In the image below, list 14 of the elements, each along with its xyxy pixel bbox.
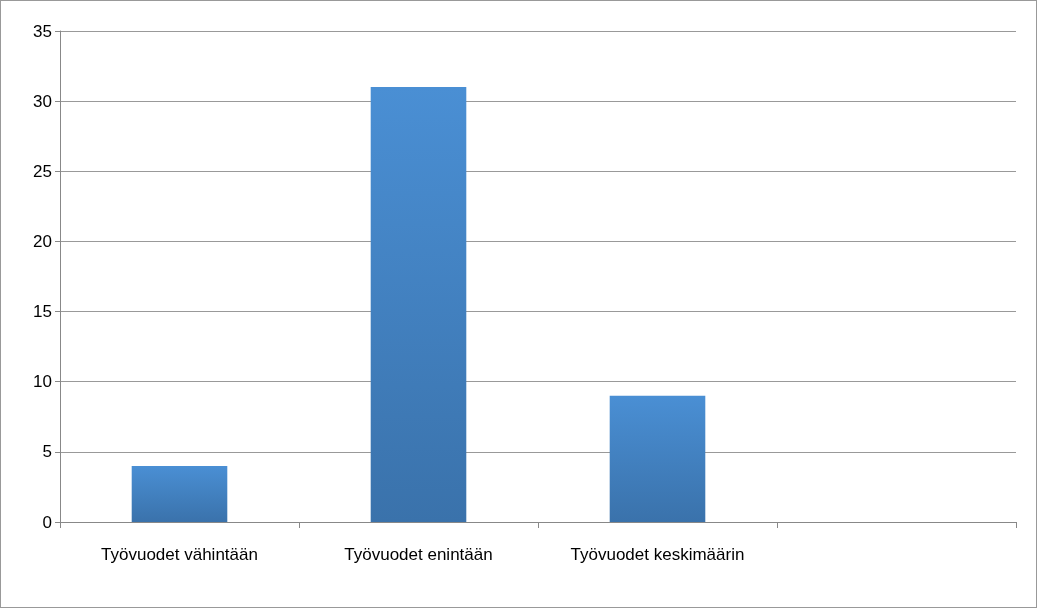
y-tick-label: 15 [33,302,52,322]
bar [131,465,228,522]
y-tick-label: 10 [33,372,52,392]
x-tick-label: Työvuodet enintään [344,544,493,564]
y-tick-label: 0 [42,512,52,532]
y-tick-label: 35 [33,21,52,41]
x-tick-label: Työvuodet vähintään [101,544,258,564]
bar [609,395,706,522]
bar [370,87,467,522]
y-tick-label: 5 [42,442,52,462]
y-tick-label: 20 [33,231,52,251]
y-tick-label: 30 [33,91,52,111]
y-tick-label: 25 [33,161,52,181]
x-tick-label: Työvuodet keskimäärin [570,544,745,564]
